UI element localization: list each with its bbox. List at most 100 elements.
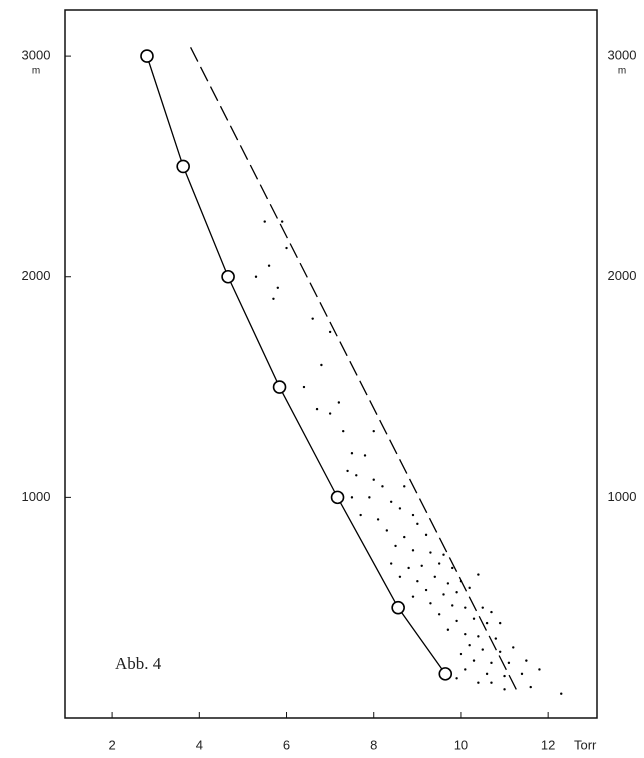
data-dot xyxy=(346,469,349,473)
x-tick-label: 6 xyxy=(283,737,290,752)
data-dot xyxy=(464,606,467,609)
data-dot xyxy=(276,286,279,289)
data-dot xyxy=(503,688,506,691)
data-dot xyxy=(437,562,441,565)
data-dot xyxy=(529,685,532,689)
data-dot xyxy=(525,659,528,662)
data-dot xyxy=(455,619,458,623)
data-dot xyxy=(477,635,480,638)
data-dot xyxy=(459,652,463,656)
data-dot xyxy=(285,246,288,250)
data-dot xyxy=(337,401,341,404)
data-dot xyxy=(503,674,506,678)
data-line xyxy=(146,55,446,675)
data-dot xyxy=(464,668,467,671)
data-dot xyxy=(311,317,314,320)
plot-frame xyxy=(64,9,598,719)
x-tick-label: 12 xyxy=(541,737,555,752)
dashed-line xyxy=(190,46,520,695)
data-dot xyxy=(411,513,415,517)
data-dot xyxy=(416,522,419,526)
data-dot xyxy=(451,604,454,607)
data-dot xyxy=(485,621,489,625)
data-point xyxy=(140,49,154,63)
data-dot xyxy=(315,407,319,411)
data-dot xyxy=(468,586,471,590)
y-tick-label: 1000 xyxy=(22,489,51,504)
data-point xyxy=(438,667,453,681)
data-dot xyxy=(429,602,432,605)
data-dot xyxy=(490,610,493,614)
data-dot xyxy=(272,297,275,301)
data-dot xyxy=(442,553,445,556)
data-dot xyxy=(411,595,415,598)
data-dot xyxy=(481,606,484,609)
data-point xyxy=(221,269,235,284)
data-dot xyxy=(385,529,389,532)
data-dot xyxy=(498,621,502,625)
data-dot xyxy=(477,573,480,576)
data-dot xyxy=(477,681,480,684)
data-point xyxy=(391,600,405,615)
data-dot xyxy=(407,566,410,570)
data-dot xyxy=(368,496,371,499)
y-tick-label-right: 1000 xyxy=(608,489,637,504)
data-dot xyxy=(446,628,450,631)
data-dot xyxy=(485,672,489,676)
x-tick-label: 2 xyxy=(108,737,115,752)
data-dot xyxy=(472,617,476,620)
data-dot xyxy=(389,500,393,503)
data-dot xyxy=(342,429,345,433)
data-dot xyxy=(389,562,393,565)
data-dot xyxy=(320,363,323,367)
data-dot xyxy=(416,580,419,583)
x-tick-label: 4 xyxy=(196,737,203,752)
data-dot xyxy=(455,591,458,594)
data-dot xyxy=(359,513,362,517)
data-dot xyxy=(512,646,515,649)
data-dot xyxy=(302,385,306,389)
x-tick-label: 8 xyxy=(370,737,377,752)
data-dot xyxy=(498,650,502,654)
data-dot xyxy=(263,220,266,223)
data-dot xyxy=(442,593,445,596)
data-dot xyxy=(424,588,428,592)
data-dot xyxy=(363,454,367,457)
data-dot xyxy=(403,535,406,539)
y-tick-label: 3000 xyxy=(22,48,51,63)
data-dot xyxy=(494,637,498,640)
data-dot xyxy=(350,496,354,499)
y-tick-label-right: 2000 xyxy=(608,268,637,283)
data-dot xyxy=(267,264,271,267)
data-dot xyxy=(280,220,284,223)
data-dot xyxy=(394,544,397,548)
data-dot xyxy=(468,643,471,647)
data-dot xyxy=(472,659,476,662)
data-dot xyxy=(446,582,450,585)
data-dot xyxy=(398,575,402,578)
y-tick-label-right: 3000 xyxy=(608,48,637,63)
data-dot xyxy=(490,661,493,665)
data-dot xyxy=(254,275,258,278)
data-dot xyxy=(538,668,541,671)
x-tick-label: 10 xyxy=(454,737,468,752)
data-dot xyxy=(424,533,428,537)
annotation: Abb. 4 xyxy=(115,654,162,673)
data-dot xyxy=(459,580,463,583)
data-point xyxy=(176,159,190,174)
data-dot xyxy=(411,549,415,552)
x-unit: Torr xyxy=(574,737,597,752)
y-unit-right: m xyxy=(618,66,626,77)
data-point xyxy=(330,490,345,505)
data-dot xyxy=(350,452,354,455)
data-dot xyxy=(455,677,458,680)
data-dot xyxy=(451,566,454,570)
data-dot xyxy=(433,575,436,578)
data-dot xyxy=(437,613,441,616)
data-dot xyxy=(464,632,467,636)
y-unit: m xyxy=(32,66,40,77)
data-dot xyxy=(381,485,384,488)
data-dot xyxy=(490,681,493,684)
